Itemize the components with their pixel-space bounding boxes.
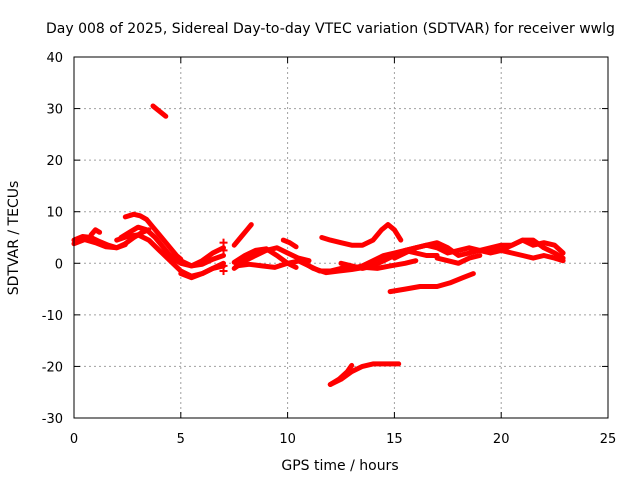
- data-series-arc-24: [488, 247, 566, 264]
- y-tick-label: -10: [42, 309, 63, 324]
- data-series-arc-22: [402, 237, 566, 261]
- data-series-arc-15: [295, 247, 440, 274]
- data-series-arc-7: [167, 245, 226, 269]
- x-tick-label: 10: [279, 432, 296, 447]
- isolated-point-marker: [219, 246, 228, 255]
- data-series-arc-5: [118, 224, 226, 269]
- data-layer: [71, 103, 566, 387]
- data-series-arc-10: [231, 222, 254, 248]
- x-tick-label: 5: [177, 432, 185, 447]
- data-series-arc-9: [150, 103, 169, 119]
- y-axis-title: SDTVAR / TECUs: [6, 181, 22, 296]
- y-tick-label: 10: [46, 206, 63, 221]
- data-series-arc-8: [178, 263, 226, 281]
- data-series-arc-23: [434, 253, 483, 266]
- data-series-arc-17: [327, 362, 355, 387]
- x-tick-label: 25: [600, 432, 617, 447]
- tick-layer: 0 5 10 15 20 25 -30 -20 -10 0 10 20 30 40: [42, 51, 617, 447]
- data-series-arc-16: [327, 361, 402, 387]
- data-series-arc-18: [319, 222, 404, 248]
- chart-title: Day 008 of 2025, Sidereal Day-to-day VTE…: [46, 21, 615, 37]
- data-series-arc-4: [122, 211, 184, 262]
- data-series-arc-3: [88, 227, 103, 238]
- data-series-arc-20: [387, 271, 476, 295]
- data-series-arc-2: [71, 237, 128, 251]
- y-tick-label: 30: [46, 103, 63, 118]
- y-tick-label: 0: [55, 257, 63, 272]
- isolated-point-marker: [219, 267, 228, 276]
- y-tick-label: 20: [46, 154, 63, 169]
- x-tick-label: 20: [493, 432, 510, 447]
- y-tick-label: -30: [42, 412, 63, 427]
- x-tick-label: 15: [386, 432, 403, 447]
- data-series-arc-14: [280, 237, 299, 250]
- y-tick-label: -20: [42, 360, 63, 375]
- x-axis-title: GPS time / hours: [281, 458, 398, 474]
- y-tick-label: 40: [46, 51, 63, 66]
- data-series-arc-11: [231, 245, 312, 271]
- x-tick-label: 0: [70, 432, 78, 447]
- plot-frame: [73, 56, 609, 419]
- isolated-point-marker: [219, 238, 228, 247]
